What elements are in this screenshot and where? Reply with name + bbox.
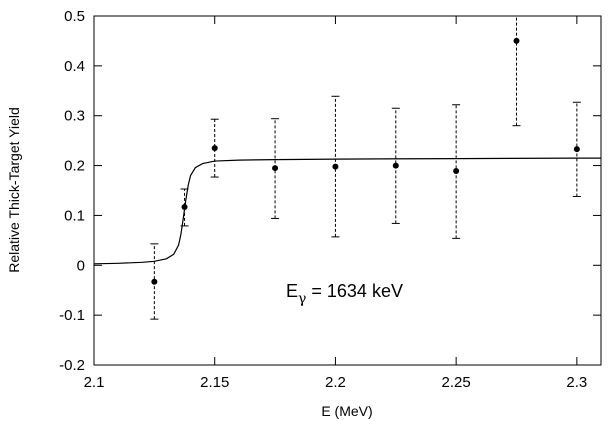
y-tick-label-3: 0.1 xyxy=(64,207,85,224)
data-point-1 xyxy=(181,203,188,210)
data-point-3 xyxy=(272,165,279,172)
data-point-4 xyxy=(332,163,339,170)
y-axis-label: Relative Thick-Target Yield xyxy=(6,107,22,272)
data-point-6 xyxy=(453,168,460,175)
x-tick-label-0: 2.1 xyxy=(84,374,105,391)
y-tick-label-0: -0.2 xyxy=(59,357,85,374)
x-tick-label-2: 2.2 xyxy=(325,374,346,391)
fit-curve xyxy=(93,157,601,265)
data-point-5 xyxy=(392,162,399,169)
x-tick-label-1: 2.15 xyxy=(200,374,229,391)
y-tick-label-2: 0 xyxy=(77,257,85,274)
x-axis-label: E (MeV) xyxy=(321,403,372,419)
data-points xyxy=(151,37,580,285)
data-point-0 xyxy=(151,278,158,285)
y-tick-label-6: 0.4 xyxy=(64,58,85,75)
annotation-rest: = 1634 keV xyxy=(306,281,403,301)
error-bars xyxy=(150,15,581,320)
annotation-main: E xyxy=(286,281,298,301)
y-tick-label-5: 0.3 xyxy=(64,108,85,125)
energy-annotation: Eγ = 1634 keV xyxy=(286,281,403,307)
x-tick-label-4: 2.3 xyxy=(566,374,587,391)
data-point-8 xyxy=(573,146,580,153)
data-point-2 xyxy=(211,145,218,152)
y-tick-label-7: 0.5 xyxy=(64,8,85,25)
axis-ticks xyxy=(93,15,601,366)
data-point-7 xyxy=(513,37,520,44)
plot-frame xyxy=(93,15,602,366)
y-tick-label-4: 0.2 xyxy=(64,158,85,175)
y-tick-label-1: -0.1 xyxy=(59,307,85,324)
fit-curve-layer xyxy=(93,157,601,265)
annotation-subscript: γ xyxy=(298,291,306,307)
x-tick-label-3: 2.25 xyxy=(442,374,471,391)
tick-labels: 2.1 2.15 2.2 2.25 2.3 -0.2 -0.1 0 0.1 0.2 0.3 0.4 0.… xyxy=(59,8,587,391)
